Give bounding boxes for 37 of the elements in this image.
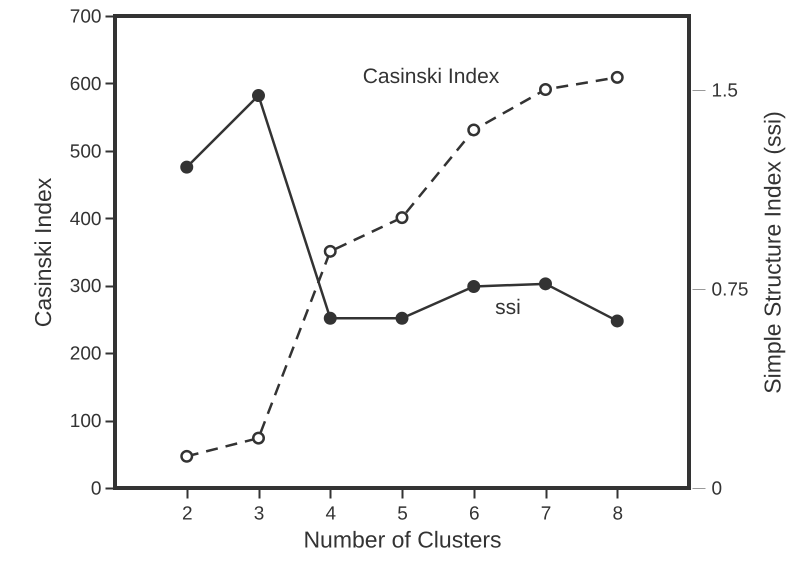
annotation: Casinski Index [362,65,500,88]
x-tick-label: 5 [397,504,408,524]
x-tick-label: 6 [468,504,480,524]
y2-tick-label: 1.5 [712,80,738,102]
point [467,123,480,136]
point [396,211,408,224]
y-tick-label: 700 [70,6,102,28]
y-tick-label: 0 [90,478,102,500]
point [610,314,624,328]
point [180,160,194,174]
point [252,89,265,102]
x-tick-label: 7 [540,504,552,524]
y2-tick-label: 0 [712,478,722,500]
x-tick-label: 8 [612,504,624,524]
point [180,450,194,463]
y-axis-title: Casinski Index [30,177,56,328]
point [252,432,265,445]
y2-tick-label: 0.75 [712,280,748,301]
point [610,70,624,84]
point [324,312,337,325]
point [539,83,552,96]
y-tick-label: 300 [70,276,102,298]
y-tick-label: 400 [70,208,102,230]
x-axis-title: Number of Clusters [303,526,502,552]
point [539,277,552,290]
x-tick-label: 2 [182,504,193,524]
point [324,244,337,258]
x-tick-label: 3 [254,504,264,524]
y-tick-label: 100 [70,411,102,432]
point [467,280,480,293]
annotation: ssi [495,296,521,319]
point [396,312,408,325]
x-tick-label: 4 [325,504,336,524]
y-tick-label: 600 [70,74,102,95]
y2-axis-title: Simple Structure Index (ssi) [759,111,786,394]
y-tick-label: 500 [70,141,102,162]
y-tick-label: 200 [70,344,102,365]
